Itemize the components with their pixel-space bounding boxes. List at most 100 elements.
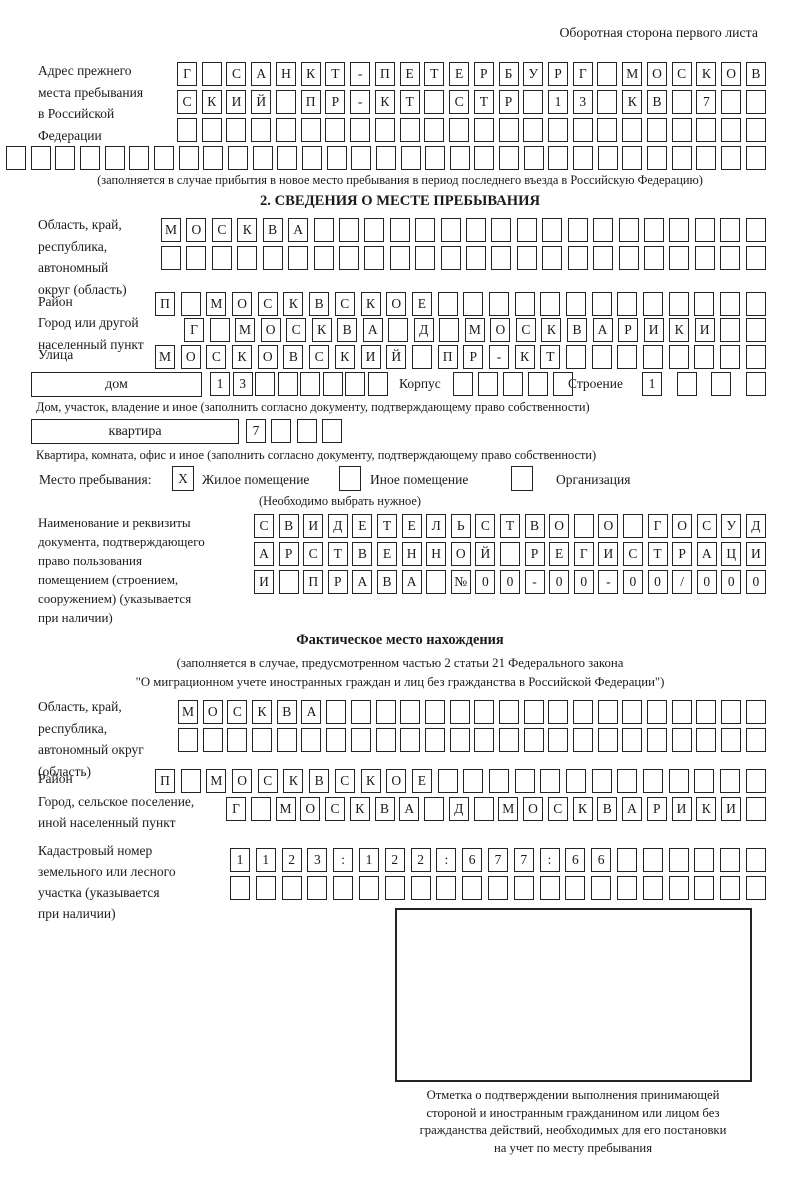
char-cell[interactable] (617, 345, 638, 369)
char-cell[interactable]: Р (498, 90, 519, 114)
char-cell[interactable] (523, 118, 544, 142)
char-cell[interactable]: Ц (721, 542, 742, 566)
char-cell[interactable]: Т (327, 542, 348, 566)
char-cell[interactable] (514, 292, 535, 316)
char-cell[interactable] (591, 345, 612, 369)
char-cell[interactable] (180, 769, 201, 793)
char-cell[interactable] (400, 146, 421, 170)
char-cell[interactable] (374, 118, 395, 142)
char-cell[interactable] (668, 848, 689, 872)
char-cell[interactable] (617, 292, 638, 316)
char-cell[interactable]: Г (572, 62, 593, 86)
char-cell[interactable] (180, 292, 201, 316)
char-cell[interactable] (711, 372, 732, 396)
char-cell[interactable] (488, 769, 509, 793)
char-cell[interactable] (301, 728, 322, 752)
char-cell[interactable]: Т (473, 90, 494, 114)
char-cell[interactable] (745, 728, 766, 752)
char-cell[interactable]: 7 (246, 419, 266, 443)
char-cell[interactable]: О (450, 542, 471, 566)
char-cell[interactable] (326, 146, 347, 170)
char-cell[interactable] (439, 318, 460, 342)
char-cell[interactable]: О (386, 292, 407, 316)
char-cell[interactable]: И (671, 797, 692, 821)
char-cell[interactable]: Й (251, 90, 272, 114)
char-cell[interactable] (498, 118, 519, 142)
char-cell[interactable] (573, 728, 593, 752)
char-cell[interactable]: Р (473, 62, 494, 86)
char-cell[interactable]: Н (275, 62, 296, 86)
char-cell[interactable] (252, 146, 273, 170)
char-cell[interactable]: Р (646, 797, 667, 821)
char-cell[interactable]: С (547, 797, 568, 821)
char-cell[interactable]: Б (498, 62, 519, 86)
char-cell[interactable]: Г (226, 797, 246, 821)
char-cell[interactable]: Т (325, 62, 346, 86)
char-cell[interactable]: 2 (410, 848, 431, 872)
char-cell[interactable] (440, 246, 461, 270)
char-cell[interactable]: О (598, 514, 619, 538)
char-cell[interactable] (351, 146, 372, 170)
char-cell[interactable]: К (300, 62, 321, 86)
char-cell[interactable]: С (286, 318, 307, 342)
char-cell[interactable] (646, 118, 667, 142)
char-cell[interactable] (668, 769, 689, 793)
stay-type-organization-checkbox[interactable] (511, 466, 533, 491)
char-cell[interactable] (275, 118, 296, 142)
char-cell[interactable]: С (325, 797, 345, 821)
char-cell[interactable] (591, 876, 612, 900)
char-cell[interactable]: В (646, 90, 667, 114)
char-cell[interactable] (201, 118, 222, 142)
char-cell[interactable] (178, 146, 199, 170)
char-cell[interactable]: О (232, 292, 253, 316)
char-cell[interactable]: Г (573, 542, 594, 566)
char-cell[interactable] (671, 700, 692, 724)
char-cell[interactable]: А (301, 700, 322, 724)
char-cell[interactable]: № (450, 570, 471, 594)
char-cell[interactable]: И (360, 345, 381, 369)
char-cell[interactable] (523, 146, 544, 170)
char-cell[interactable]: К (696, 62, 717, 86)
char-cell[interactable]: Д (448, 797, 469, 821)
char-cell[interactable]: Т (540, 345, 561, 369)
char-cell[interactable]: В (309, 769, 330, 793)
char-cell[interactable] (301, 146, 322, 170)
char-cell[interactable]: В (745, 62, 766, 86)
char-cell[interactable]: В (309, 292, 330, 316)
char-cell[interactable] (288, 246, 309, 270)
char-cell[interactable]: И (643, 318, 664, 342)
char-cell[interactable] (499, 146, 520, 170)
char-cell[interactable]: А (622, 797, 642, 821)
char-cell[interactable] (202, 728, 223, 752)
char-cell[interactable] (209, 318, 230, 342)
char-cell[interactable] (325, 118, 346, 142)
char-cell[interactable] (696, 700, 717, 724)
char-cell[interactable] (296, 419, 317, 443)
char-cell[interactable]: Р (463, 345, 484, 369)
char-cell[interactable] (694, 292, 715, 316)
char-cell[interactable]: В (283, 345, 304, 369)
char-cell[interactable]: В (276, 700, 297, 724)
char-cell[interactable] (300, 118, 321, 142)
char-cell[interactable]: Т (424, 62, 445, 86)
char-cell[interactable]: С (696, 514, 717, 538)
char-cell[interactable] (250, 797, 271, 821)
char-cell[interactable] (79, 146, 100, 170)
char-cell[interactable]: В (278, 514, 299, 538)
char-cell[interactable] (203, 146, 224, 170)
char-cell[interactable] (252, 728, 273, 752)
char-cell[interactable]: Е (376, 542, 397, 566)
char-cell[interactable] (548, 728, 569, 752)
char-cell[interactable] (647, 728, 668, 752)
char-cell[interactable]: : (436, 848, 457, 872)
char-cell[interactable] (338, 218, 359, 242)
stay-type-residential-checkbox[interactable]: X (172, 466, 194, 491)
char-cell[interactable] (499, 542, 520, 566)
char-cell[interactable] (597, 700, 618, 724)
char-cell[interactable] (307, 876, 328, 900)
char-cell[interactable]: О (232, 769, 253, 793)
char-cell[interactable] (201, 62, 222, 86)
char-cell[interactable]: Т (399, 90, 420, 114)
char-cell[interactable] (424, 118, 445, 142)
char-cell[interactable]: П (300, 90, 321, 114)
